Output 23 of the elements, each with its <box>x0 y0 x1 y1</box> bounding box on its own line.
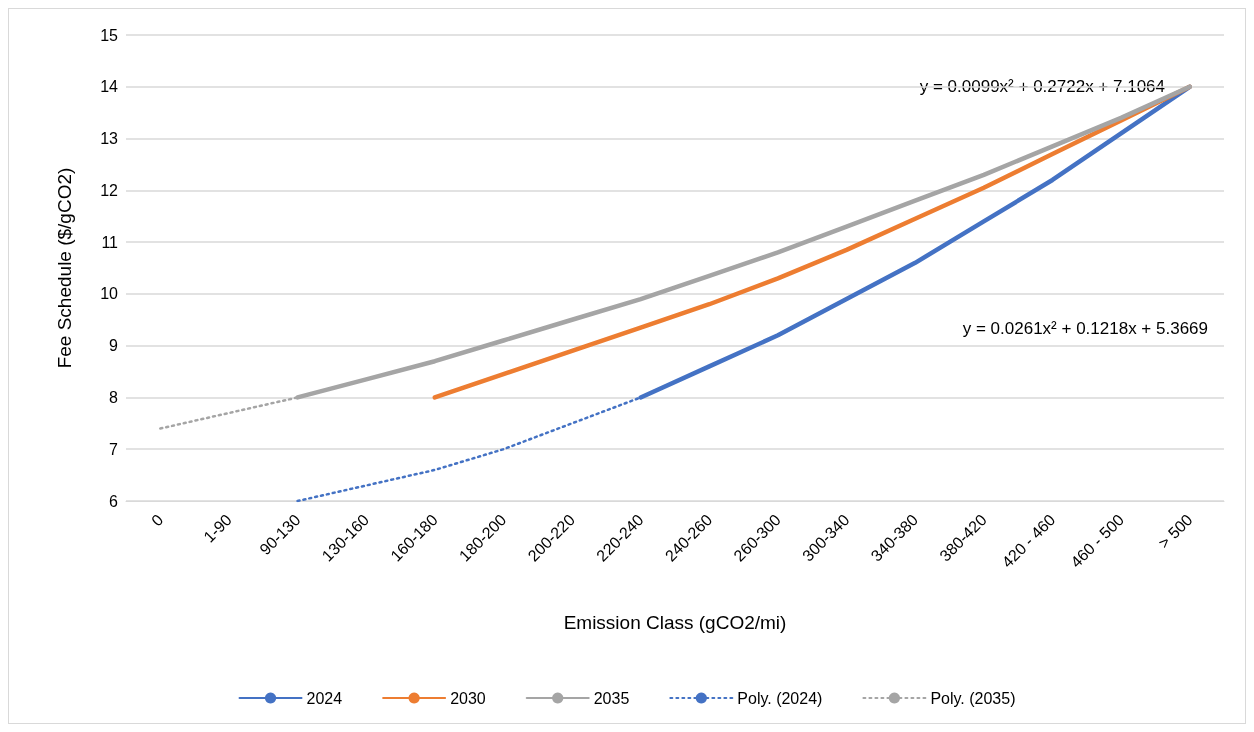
legend-label: 2035 <box>593 689 630 707</box>
x-tick-label: > 500 <box>1155 510 1196 552</box>
y-tick-label: 12 <box>100 181 119 199</box>
y-tick-label: 15 <box>100 26 119 44</box>
legend-label: 2030 <box>450 689 486 707</box>
y-tick-label: 9 <box>109 337 119 355</box>
x-tick-label: 460 - 500 <box>1067 510 1128 571</box>
legend-label: Poly. (2024) <box>737 689 823 707</box>
annotation: y = 0.0099x² + 0.2722x + 7.1064 <box>919 77 1166 96</box>
x-axis-title: Emission Class (gCO2/mi) <box>563 612 787 633</box>
y-tick-label: 13 <box>100 130 119 148</box>
legend-label: Poly. (2035) <box>930 689 1016 707</box>
annotation: y = 0.0261x² + 0.1218x + 5.3669 <box>962 319 1209 338</box>
y-tick-label: 8 <box>109 388 119 406</box>
x-tick-label: 420 - 460 <box>998 510 1059 571</box>
y-tick-label: 6 <box>109 492 119 510</box>
y-tick-label: 11 <box>101 233 119 251</box>
y-tick-label: 7 <box>109 440 119 458</box>
y-axis-title: Fee Schedule ($/gCO2) <box>54 167 75 369</box>
legend-label: 2024 <box>306 689 343 707</box>
y-tick-label: 10 <box>100 285 119 303</box>
x-tick-label: 0 <box>148 510 167 530</box>
y-tick-label: 14 <box>100 78 119 96</box>
